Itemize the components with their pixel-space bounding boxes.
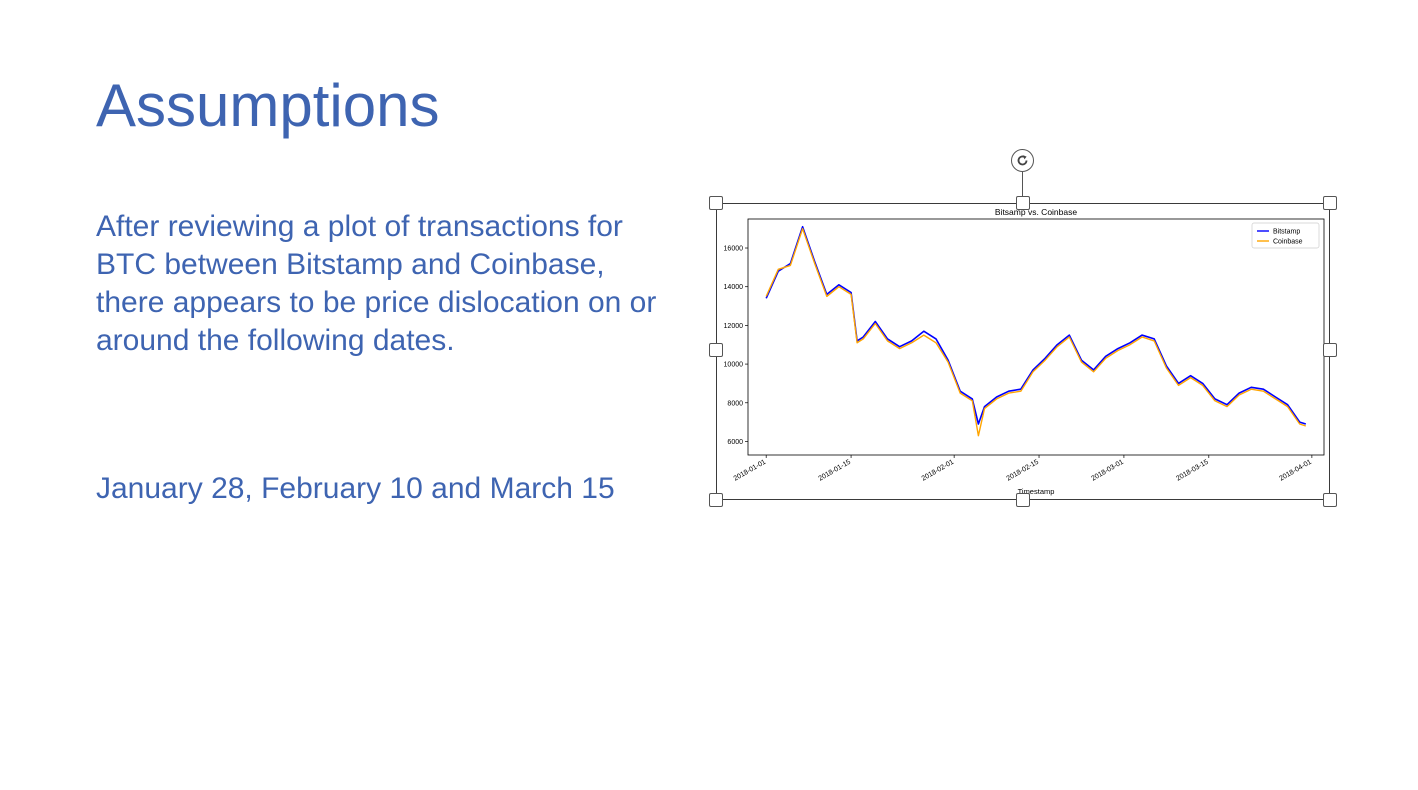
y-tick-label: 8000 (727, 400, 743, 407)
series-line-bitstamp (765, 225, 1307, 425)
chart-svg: Bitsamp vs. Coinbase Timestamp 6000 8000 100… (724, 207, 1325, 496)
x-tick-label: 2018-04-01 (1278, 459, 1313, 483)
x-axis-label: Timestamp (1018, 487, 1055, 496)
x-tick-label: 2018-01-01 (733, 459, 768, 483)
x-tick-label: 2018-03-01 (1090, 459, 1125, 483)
x-tick-label: 2018-01-15 (818, 459, 853, 483)
resize-handle-bottom-center[interactable] (1016, 493, 1030, 507)
resize-handle-bottom-right[interactable] (1323, 493, 1337, 507)
chart-image[interactable]: Bitsamp vs. Coinbase Timestamp 6000 8000 100… (716, 203, 1330, 500)
legend-label-bitstamp: Bitstamp (1273, 229, 1300, 236)
x-tick-label: 2018-02-01 (921, 459, 956, 483)
resize-handle-bottom-left[interactable] (709, 493, 723, 507)
x-tick-label: 2018-03-15 (1175, 459, 1210, 483)
legend-label-coinbase: Coinbase (1273, 239, 1303, 246)
y-tick-label: 16000 (724, 246, 744, 253)
y-tick-label: 6000 (727, 439, 743, 446)
resize-handle-top-right[interactable] (1323, 196, 1337, 210)
x-tick-label: 2018-02-15 (1006, 459, 1041, 483)
resize-handle-middle-right[interactable] (1323, 343, 1337, 357)
chart-title: Bitsamp vs. Coinbase (995, 207, 1077, 217)
y-tick-label: 10000 (724, 362, 744, 369)
plot-area-frame (747, 218, 1325, 456)
rotate-handle[interactable] (1011, 149, 1034, 172)
series-line-coinbase (765, 228, 1307, 437)
rotate-icon (1017, 155, 1028, 166)
y-tick-label: 12000 (724, 323, 744, 330)
slide-dates-text: January 28, February 10 and March 15 (96, 472, 615, 505)
legend-box (1251, 222, 1320, 249)
resize-handle-top-center[interactable] (1016, 196, 1030, 210)
y-tick-label: 14000 (724, 284, 744, 291)
resize-handle-top-left[interactable] (709, 196, 723, 210)
slide-title: Assumptions (96, 72, 440, 139)
slide-body-text: After reviewing a plot of transactions f… (96, 210, 657, 357)
rotate-handle-stem (1022, 172, 1023, 196)
resize-handle-middle-left[interactable] (709, 343, 723, 357)
